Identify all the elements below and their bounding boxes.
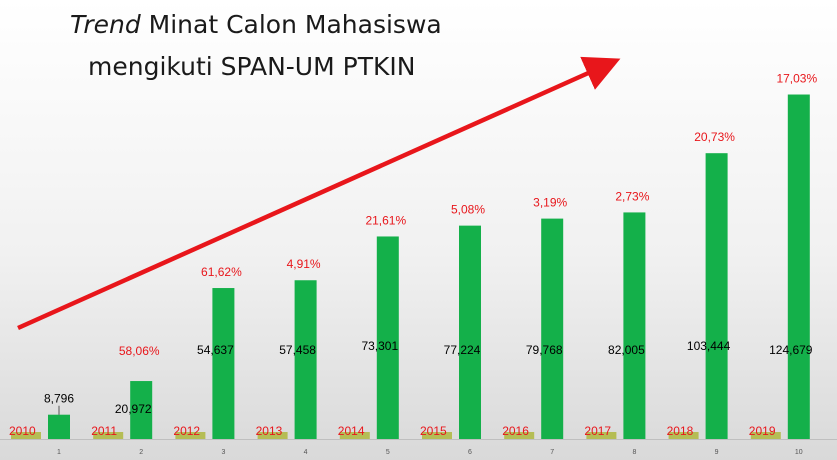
small-bar-5 <box>339 432 370 439</box>
year-label-6: 2015 <box>420 424 447 438</box>
chart-title-rest: Minat Calon Mahasiswa <box>141 10 442 39</box>
trend-arrow <box>17 56 621 331</box>
value-label-10: 124,679 <box>769 343 813 357</box>
x-tick-label-2: 2 <box>139 449 143 456</box>
bar-9 <box>705 153 728 440</box>
growth-label-5: 21,61% <box>365 213 406 227</box>
x-tick-label-3: 3 <box>221 449 225 456</box>
x-tick-label-5: 5 <box>386 449 390 456</box>
value-label-4: 57,458 <box>279 343 316 357</box>
growth-label-2: 58,06% <box>119 344 160 358</box>
x-tick-label-4: 4 <box>304 449 308 456</box>
chart-title-line1: Trend Minat Calon Mahasiswa <box>70 10 442 39</box>
year-label-2: 2011 <box>91 424 117 438</box>
bar-6 <box>459 225 481 439</box>
growth-label-7: 3,19% <box>533 196 567 210</box>
value-label-2: 20,972 <box>115 402 152 416</box>
small-bar-7 <box>504 432 535 439</box>
chart-title-trend: Trend <box>70 10 141 39</box>
year-label-10: 2019 <box>749 424 776 438</box>
x-tick-label-1: 1 <box>57 449 61 456</box>
bar-5 <box>376 236 399 439</box>
small-bar-10 <box>750 432 781 439</box>
growth-label-10: 17,03% <box>776 72 817 86</box>
bar-8 <box>623 212 646 439</box>
small-bar-8 <box>586 432 617 439</box>
value-label-5: 73,301 <box>361 339 398 353</box>
growth-label-3: 61,62% <box>201 265 242 279</box>
x-tick-label-10: 10 <box>795 449 803 456</box>
bar-2 <box>130 381 153 439</box>
bar-4 <box>294 280 317 439</box>
year-label-5: 2014 <box>338 424 365 438</box>
value-label-6: 77,224 <box>444 343 481 357</box>
year-label-9: 2018 <box>667 424 694 438</box>
value-label-1: 8,796 <box>44 392 74 406</box>
bar-3 <box>212 288 235 439</box>
growth-label-8: 2,73% <box>615 189 649 203</box>
bar-10 <box>787 94 810 439</box>
labels-layer: 201018,7962011220,97258,06%2012354,63761… <box>9 72 817 456</box>
bar-1 <box>48 414 70 439</box>
value-label-7: 79,768 <box>526 343 563 357</box>
value-label-3: 54,637 <box>197 343 234 357</box>
small-bar-2 <box>93 432 124 439</box>
year-label-1: 2010 <box>9 424 36 438</box>
bar-7 <box>541 218 564 439</box>
growth-label-6: 5,08% <box>451 203 485 217</box>
value-label-8: 82,005 <box>608 343 645 357</box>
year-label-8: 2017 <box>584 424 611 438</box>
year-label-3: 2012 <box>173 424 200 438</box>
x-tick-label-9: 9 <box>715 449 719 456</box>
value-label-9: 103,444 <box>687 339 731 353</box>
small-bar-3 <box>175 432 206 439</box>
small-bar-1 <box>11 432 41 439</box>
year-label-4: 2013 <box>256 424 283 438</box>
small-bar-6 <box>422 432 452 439</box>
x-tick-label-6: 6 <box>468 449 472 456</box>
small-bar-9 <box>668 432 699 439</box>
year-label-7: 2016 <box>502 424 529 438</box>
growth-label-9: 20,73% <box>694 130 735 144</box>
small-bar-4 <box>257 432 288 439</box>
x-tick-label-7: 7 <box>550 449 554 456</box>
bars-layer <box>0 94 837 440</box>
x-tick-label-8: 8 <box>632 449 636 456</box>
chart-title-line2: mengikuti SPAN-UM PTKIN <box>88 52 415 81</box>
growth-label-4: 4,91% <box>287 257 321 271</box>
